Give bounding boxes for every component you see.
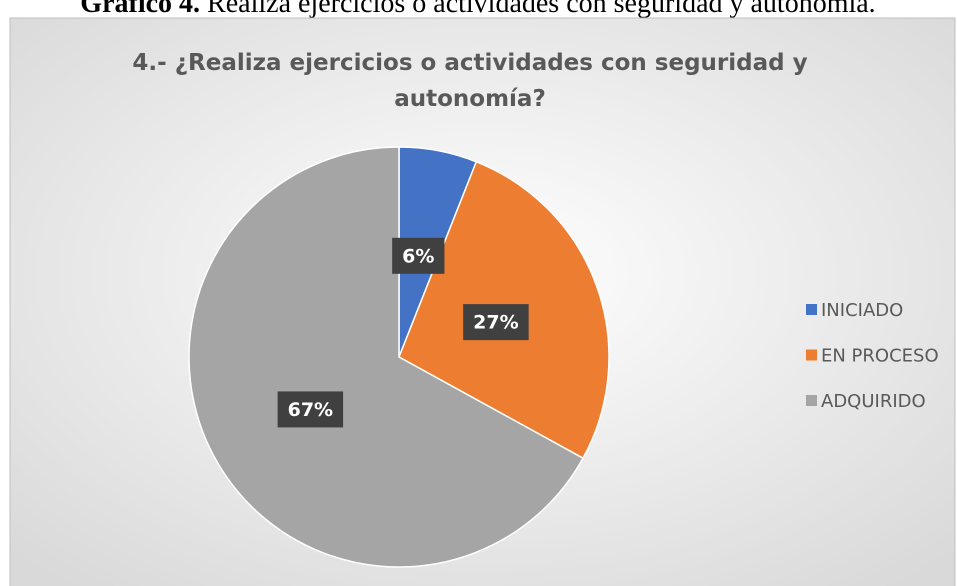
data-label: 67% — [288, 399, 333, 421]
legend-swatch — [806, 349, 817, 361]
chart-title: autonomía? — [394, 86, 546, 112]
data-label-box — [392, 237, 445, 274]
caption-label: Gráfico 4. — [80, 0, 200, 19]
legend-swatch — [806, 304, 817, 315]
data-label: 6% — [402, 245, 434, 267]
data-label-box — [277, 391, 344, 428]
legend-label: EN PROCESO — [821, 346, 939, 367]
caption-text: Realiza ejercicios o actividades con seg… — [207, 0, 876, 19]
pie-slice — [188, 146, 585, 568]
data-label-box — [463, 304, 529, 341]
legend-swatch — [806, 395, 817, 406]
data-label: 27% — [473, 312, 518, 334]
caption: Gráfico 4. Realiza ejercicios o activida… — [80, 0, 875, 19]
legend-label: ADQUIRIDO — [821, 391, 926, 412]
chart-title: 4.- ¿Realiza ejercicios o actividades co… — [132, 50, 807, 76]
legend-label: INICIADO — [821, 300, 903, 321]
